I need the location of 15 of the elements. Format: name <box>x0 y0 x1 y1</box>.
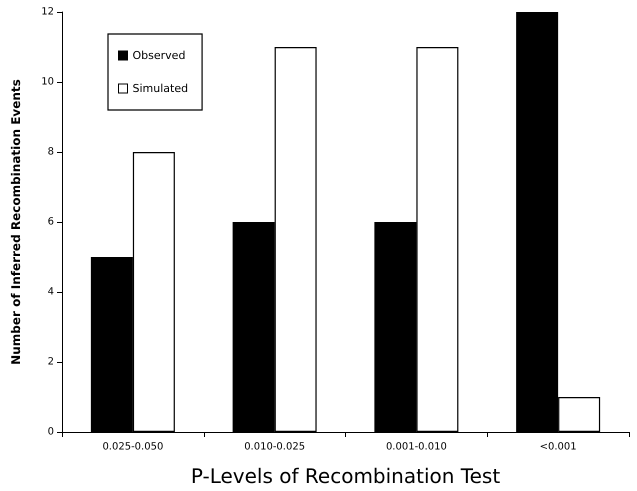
x-tick-label: 0.025-0.050 <box>102 442 164 452</box>
y-axis-title: Number of Inferred Recombination Events <box>9 79 23 365</box>
y-tick-label: 8 <box>48 146 54 158</box>
legend-label: Observed <box>132 49 186 62</box>
y-tick-label: 0 <box>48 426 54 438</box>
x-tick-label: 0.010-0.025 <box>244 442 306 452</box>
y-tick-label: 4 <box>48 286 54 298</box>
legend-label: Simulated <box>132 82 188 95</box>
x-tick-label: 0.001-0.010 <box>386 442 447 452</box>
x-tick-label: <0.001 <box>540 442 577 452</box>
y-tick-label: 6 <box>48 216 54 228</box>
y-tick-label: 10 <box>41 76 54 88</box>
y-tick-label: 12 <box>41 6 54 18</box>
x-axis-title: P-Levels of Recombination Test <box>190 464 500 488</box>
y-tick-label: 2 <box>48 356 54 368</box>
